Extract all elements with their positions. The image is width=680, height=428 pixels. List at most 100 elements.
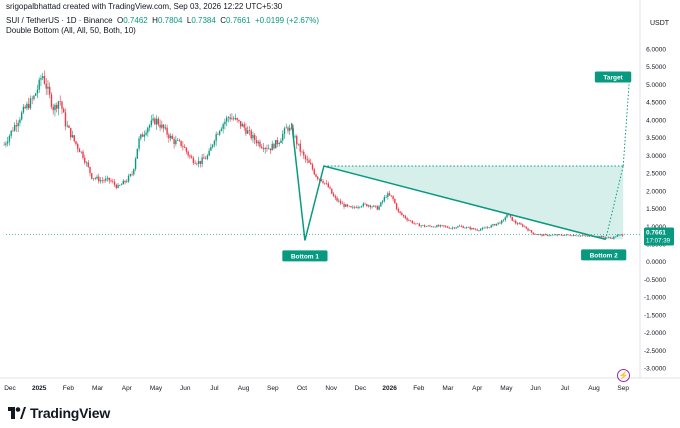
candle-body: [229, 117, 231, 120]
candle-body: [439, 225, 442, 227]
target-label-box[interactable]: [594, 71, 632, 83]
candle-body: [119, 185, 121, 186]
candle-body: [490, 225, 492, 228]
candle-body: [56, 104, 58, 109]
candle-body: [348, 205, 351, 207]
candle-body: [250, 130, 252, 139]
candle-body: [253, 135, 256, 141]
y-tick-label: 1.0000: [646, 224, 666, 231]
bottom1-label-box[interactable]: [282, 250, 328, 262]
candle-body: [303, 151, 305, 156]
candle-body: [285, 127, 287, 129]
candle-body: [380, 202, 382, 207]
candle-body: [117, 185, 119, 188]
candle-body: [611, 238, 613, 239]
high-value: 0.7804: [157, 16, 183, 25]
candle-body: [434, 226, 436, 228]
candle-body: [115, 184, 117, 188]
candle-body: [290, 127, 293, 129]
candle-body: [488, 227, 491, 228]
candle-body: [59, 101, 61, 102]
candle-body: [33, 95, 35, 100]
y-tick-label: -0.5000: [644, 277, 666, 284]
candle-body: [499, 222, 501, 224]
symbol-title: SUI / TetherUS · 1D · Binance: [6, 16, 113, 25]
candle-body: [148, 125, 151, 128]
candle-body: [84, 157, 86, 163]
candle-body: [264, 148, 266, 150]
candle-body: [418, 223, 421, 227]
candle-body: [204, 158, 207, 160]
candle-body: [234, 117, 237, 120]
candle-body: [474, 229, 477, 230]
candle-body: [494, 224, 496, 226]
candle-body: [122, 180, 124, 185]
candle-body: [436, 225, 438, 228]
candle-body: [492, 224, 494, 226]
candle-body: [390, 195, 393, 197]
candle-body: [271, 143, 273, 151]
candle-body: [296, 136, 298, 145]
candle-body: [529, 230, 531, 231]
candle-body: [464, 227, 466, 229]
x-tick-label: Mar: [92, 385, 104, 392]
candle-body: [89, 166, 91, 174]
y-tick-label: 5.5000: [646, 64, 666, 71]
candle-body: [278, 143, 280, 145]
candle-body: [578, 235, 580, 237]
x-tick-label: Apr: [122, 385, 133, 392]
candle-body: [534, 234, 536, 235]
candle-body: [329, 187, 331, 189]
candle-body: [171, 135, 174, 139]
candle-body: [331, 188, 333, 194]
candle-body: [252, 135, 254, 139]
x-tick-label: Aug: [588, 385, 600, 392]
candle-body: [182, 146, 184, 147]
candle-body: [73, 135, 75, 142]
price-axis[interactable]: USDT 6.0000 5.5000 5.0000 4.5000 4.0000 3.5000…: [644, 20, 674, 373]
candle-body: [217, 134, 219, 135]
grid: [0, 0, 680, 379]
low-label: L: [186, 16, 192, 25]
candle-body: [460, 225, 463, 227]
candle-body: [206, 155, 209, 159]
lightning-icon[interactable]: ⚡: [617, 369, 630, 382]
candle-body: [40, 78, 42, 80]
candle-body: [560, 234, 562, 236]
candle-body: [544, 234, 547, 235]
candle-body: [555, 234, 557, 236]
x-tick-label: May: [150, 385, 163, 392]
candle-body: [530, 230, 533, 233]
candle-body: [91, 173, 93, 179]
candle-body: [453, 227, 456, 229]
candle-body: [157, 118, 160, 125]
x-tick-label: Nov: [325, 385, 337, 392]
y-tick-label: 5.0000: [646, 82, 666, 89]
candle-body: [495, 223, 498, 226]
open-label: O: [117, 16, 124, 25]
candle-body: [567, 234, 570, 236]
candle-body: [346, 204, 349, 206]
bottom2-label-box[interactable]: [581, 249, 627, 261]
candle-body: [430, 226, 433, 227]
indicator-label[interactable]: Double Bottom (All, All, 50, Both, 10): [6, 26, 136, 35]
time-axis[interactable]: Dec 2025 Feb Mar Apr May Jun Jul Aug Sep Oct Nov Dec…: [4, 385, 629, 392]
candle-body: [211, 144, 214, 148]
candle-body: [562, 235, 564, 236]
candle-body: [262, 147, 265, 150]
y-tick-label: -1.0000: [644, 295, 666, 302]
candle-body: [34, 93, 37, 96]
candle-body: [506, 214, 508, 218]
candle-body: [518, 223, 520, 225]
candle-body: [31, 98, 33, 100]
pattern-outline: [291, 123, 606, 241]
candle-body: [66, 125, 68, 127]
candle-body: [509, 215, 512, 217]
y-tick-label: -1.5000: [644, 312, 666, 319]
candle-body: [588, 235, 591, 237]
candle-body: [29, 98, 32, 109]
candle-body: [448, 227, 450, 229]
candle-body: [280, 140, 282, 144]
candle-body: [564, 235, 566, 236]
